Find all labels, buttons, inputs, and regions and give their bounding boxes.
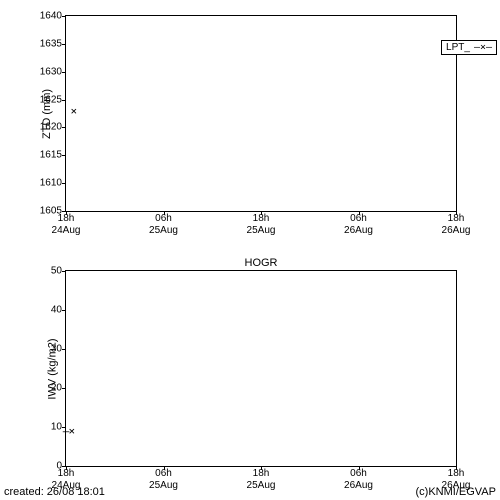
data-point: ×	[70, 104, 77, 117]
ytick-mark	[62, 271, 66, 272]
xtick-mark	[66, 466, 67, 470]
xtick-label: 06h25Aug	[149, 213, 178, 237]
ytick-mark	[62, 349, 66, 350]
ytick-label: 1610	[40, 178, 62, 189]
ytick-label: 1640	[40, 11, 62, 22]
xtick-mark	[359, 211, 360, 215]
ytick-mark	[62, 310, 66, 311]
xtick-label: 18h26Aug	[442, 213, 471, 237]
ytick-mark	[62, 388, 66, 389]
xtick-mark	[456, 466, 457, 470]
legend: LPT_ —×—	[441, 40, 497, 55]
xtick-mark	[261, 466, 262, 470]
xtick-mark	[164, 211, 165, 215]
footer-copyright: (c)KNMI/EGVAP	[416, 486, 496, 498]
ytick-label: 1630	[40, 66, 62, 77]
ytick-mark	[62, 100, 66, 101]
footer-created: created: 26/08 18:01	[4, 486, 105, 498]
plot-area: 1605161016151620162516301635164018h24Aug…	[65, 15, 457, 212]
ytick-mark	[62, 127, 66, 128]
ytick-mark	[62, 155, 66, 156]
xtick-label: 18h25Aug	[247, 213, 276, 237]
xtick-mark	[261, 211, 262, 215]
xtick-label: 06h26Aug	[344, 213, 373, 237]
xtick-label: 18h25Aug	[247, 468, 276, 492]
y-axis-label: IWV (kg/m2)	[47, 338, 59, 399]
xtick-mark	[164, 466, 165, 470]
legend-marker: —×—	[474, 42, 492, 53]
legend-label: LPT_	[446, 42, 470, 53]
ytick-mark	[62, 44, 66, 45]
y-axis-label: ZTD (mm)	[41, 88, 53, 138]
ytick-label: 10	[51, 422, 62, 433]
ytick-label: 50	[51, 266, 62, 277]
xtick-label: 18h24Aug	[52, 213, 81, 237]
ytick-mark	[62, 16, 66, 17]
xtick-label: 06h25Aug	[149, 468, 178, 492]
ytick-label: 1635	[40, 38, 62, 49]
plot-area: 0102030405018h24Aug06h25Aug18h25Aug06h26…	[65, 270, 457, 467]
chart-title: HOGR	[245, 257, 278, 269]
ytick-mark	[62, 183, 66, 184]
xtick-mark	[359, 466, 360, 470]
ytick-label: 1615	[40, 150, 62, 161]
ytick-label: 40	[51, 305, 62, 316]
xtick-mark	[66, 211, 67, 215]
xtick-label: 06h26Aug	[344, 468, 373, 492]
xtick-mark	[456, 211, 457, 215]
extra-mark: –	[63, 424, 70, 437]
ytick-mark	[62, 72, 66, 73]
